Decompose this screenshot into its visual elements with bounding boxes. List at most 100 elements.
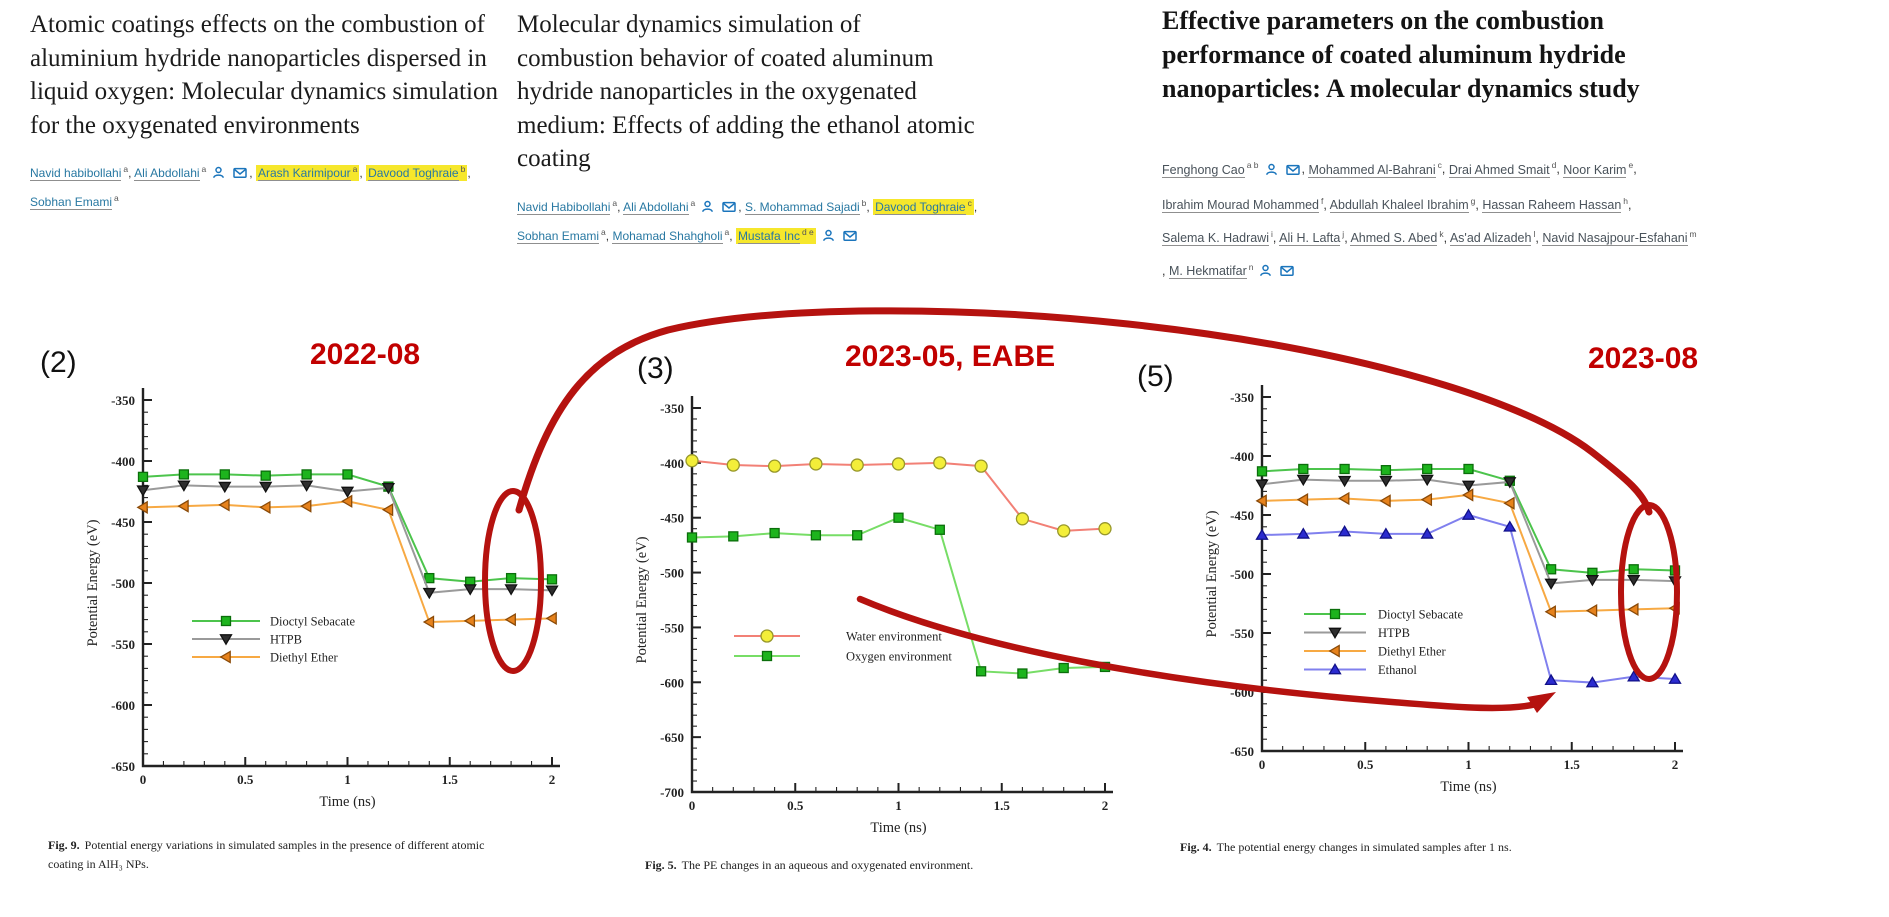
date-annotation-2023-08: 2023-08 (1588, 342, 1699, 375)
square-marker (1380, 465, 1392, 476)
chart3-plot: -350 -400 -450 -500 -550 -600 -650 0 0.5 1 1.5 2 Pot… (1204, 385, 1683, 795)
x-tick-label: 1 (1465, 757, 1472, 772)
author-affiliation-sup: k (1439, 228, 1444, 239)
mail-icon[interactable] (1285, 158, 1300, 187)
author-link[interactable]: Mustafa Inc d e (735, 227, 816, 244)
y-tick-label: -350 (660, 401, 684, 416)
circle-marker (1015, 512, 1030, 526)
series-line (1261, 513, 1676, 684)
author-link[interactable]: Fenghong Cao a b (1162, 160, 1259, 178)
x-tick-label: 2 (1672, 757, 1679, 772)
circle-marker (891, 457, 906, 471)
author-link[interactable]: Ahmed S. Abed k (1350, 228, 1444, 246)
triangle-left-marker (1296, 493, 1309, 507)
square-marker (893, 512, 904, 523)
paper3-title: Effective parameters on the combustion p… (1162, 6, 1640, 103)
author-link[interactable]: Davood Toghraie b (366, 164, 468, 181)
author-affiliation-sup: i (1271, 228, 1273, 239)
triangle-down-marker (1585, 575, 1600, 587)
author-link[interactable]: Ali Abdollahi a (134, 164, 206, 181)
author-name: Mohammed Al-Bahrani (1308, 162, 1436, 178)
paper2-authors: Navid Habibollahi a, Ali Abdollahi a, S. M… (517, 192, 979, 250)
person-icon[interactable] (1265, 158, 1278, 187)
square-marker (1329, 608, 1341, 620)
square-marker (1587, 567, 1598, 578)
y-tick-label: -350 (111, 393, 135, 408)
person-icon[interactable] (1259, 259, 1272, 288)
mail-icon[interactable] (722, 198, 737, 221)
axis-lines (141, 388, 560, 768)
series-line (691, 516, 1106, 675)
triangle-down-marker (1461, 480, 1476, 492)
square-marker (975, 666, 987, 677)
triangle-down-marker (504, 584, 518, 596)
mail-icon[interactable] (233, 164, 248, 187)
author-link[interactable]: Navid habibollahi a (30, 164, 128, 181)
y-tick-label: -350 (1230, 390, 1254, 405)
author-link[interactable]: Ibrahim Mourad Mohammed f (1162, 196, 1323, 213)
author-link[interactable]: Abdullah Khaleel Ibrahim g (1329, 196, 1475, 213)
author-name: Drai Ahmed Smait (1448, 162, 1550, 178)
triangle-down-marker (1337, 475, 1352, 488)
mail-icon[interactable] (1280, 259, 1295, 288)
triangle-up-marker (1296, 527, 1310, 539)
person-icon[interactable] (212, 164, 225, 187)
square-marker (1339, 463, 1350, 475)
author-affiliation-sup: j (1342, 228, 1345, 239)
square-marker (769, 527, 780, 539)
triangle-left-marker (1544, 605, 1556, 619)
author-link[interactable]: As'ad Alizadeh l (1449, 228, 1536, 246)
triangle-down-marker (1296, 474, 1310, 487)
person-icon[interactable] (822, 227, 835, 250)
author-link[interactable]: Navid Habibollahi a (517, 198, 617, 215)
author-link[interactable]: Salema K. Hadrawi i (1162, 228, 1273, 246)
fig5-caption-text: The PE changes in an aqueous and oxygena… (681, 858, 974, 872)
triangle-left-marker (341, 494, 353, 508)
author-link[interactable]: Davood Toghraie c (873, 198, 974, 215)
author-link[interactable]: S. Mohammad Sajadi b (744, 198, 866, 215)
x-tick-label: 1 (344, 772, 351, 787)
triangle-left-marker (422, 615, 435, 629)
author-name: Noor Karim (1563, 162, 1627, 178)
red-arrow-line (856, 595, 1540, 712)
square-marker (1545, 564, 1557, 575)
x-tick-label: 0 (1259, 757, 1266, 772)
author-link[interactable]: Sobhan Emami a (30, 193, 119, 210)
triangle-left-marker (381, 503, 394, 517)
author-affiliation-sup: a (690, 197, 696, 208)
author-link[interactable]: Ali H. Lafta j (1279, 228, 1345, 246)
mail-icon[interactable] (843, 227, 857, 250)
author-link[interactable]: Mohammed Al-Bahrani c (1308, 160, 1442, 178)
author-name: Mohamad Shahgholi (612, 228, 723, 244)
author-name: Sobhan Emami (30, 195, 113, 210)
author-affiliation-sup: a (601, 226, 606, 237)
y-tick-label: -450 (660, 511, 684, 526)
author-affiliation-sup: h (1623, 195, 1629, 206)
x-tick-label: 1.5 (442, 772, 459, 787)
person-icon[interactable] (701, 198, 714, 221)
author-link[interactable]: Mohamad Shahgholi a (612, 226, 730, 244)
author-link[interactable]: Noor Karim e (1563, 160, 1633, 178)
author-link[interactable]: M. Hekmatifar n (1168, 262, 1253, 280)
author-affiliation-sup: a (724, 226, 730, 237)
square-marker (686, 532, 698, 543)
y-tick-label: -650 (1230, 744, 1254, 759)
author-link[interactable]: Sobhan Emami a (517, 226, 606, 244)
series-line (1261, 467, 1676, 574)
x-axis-title: Time (ns) (319, 794, 375, 810)
triangle-down-marker (1328, 627, 1342, 639)
author-affiliation-sup: l (1533, 228, 1536, 239)
author-link[interactable]: Arash Karimipour a (255, 164, 360, 181)
y-axis-title: Potential Energy (eV) (1204, 510, 1220, 637)
author-affiliation-sup: a (114, 193, 119, 203)
x-tick-label: 0 (689, 798, 696, 813)
square-marker (178, 469, 190, 480)
author-link[interactable]: Ali Abdollahi a (623, 197, 696, 215)
author-affiliation-sup: d (1551, 160, 1557, 171)
author-link[interactable]: Hassan Raheem Hassan h (1482, 195, 1629, 213)
author-link[interactable]: Drai Ahmed Smait d (1448, 160, 1557, 178)
author-name: Navid habibollahi (30, 166, 122, 181)
triangle-left-marker (259, 500, 271, 514)
author-link[interactable]: Navid Nasajpour-Esfahani m (1542, 229, 1697, 246)
